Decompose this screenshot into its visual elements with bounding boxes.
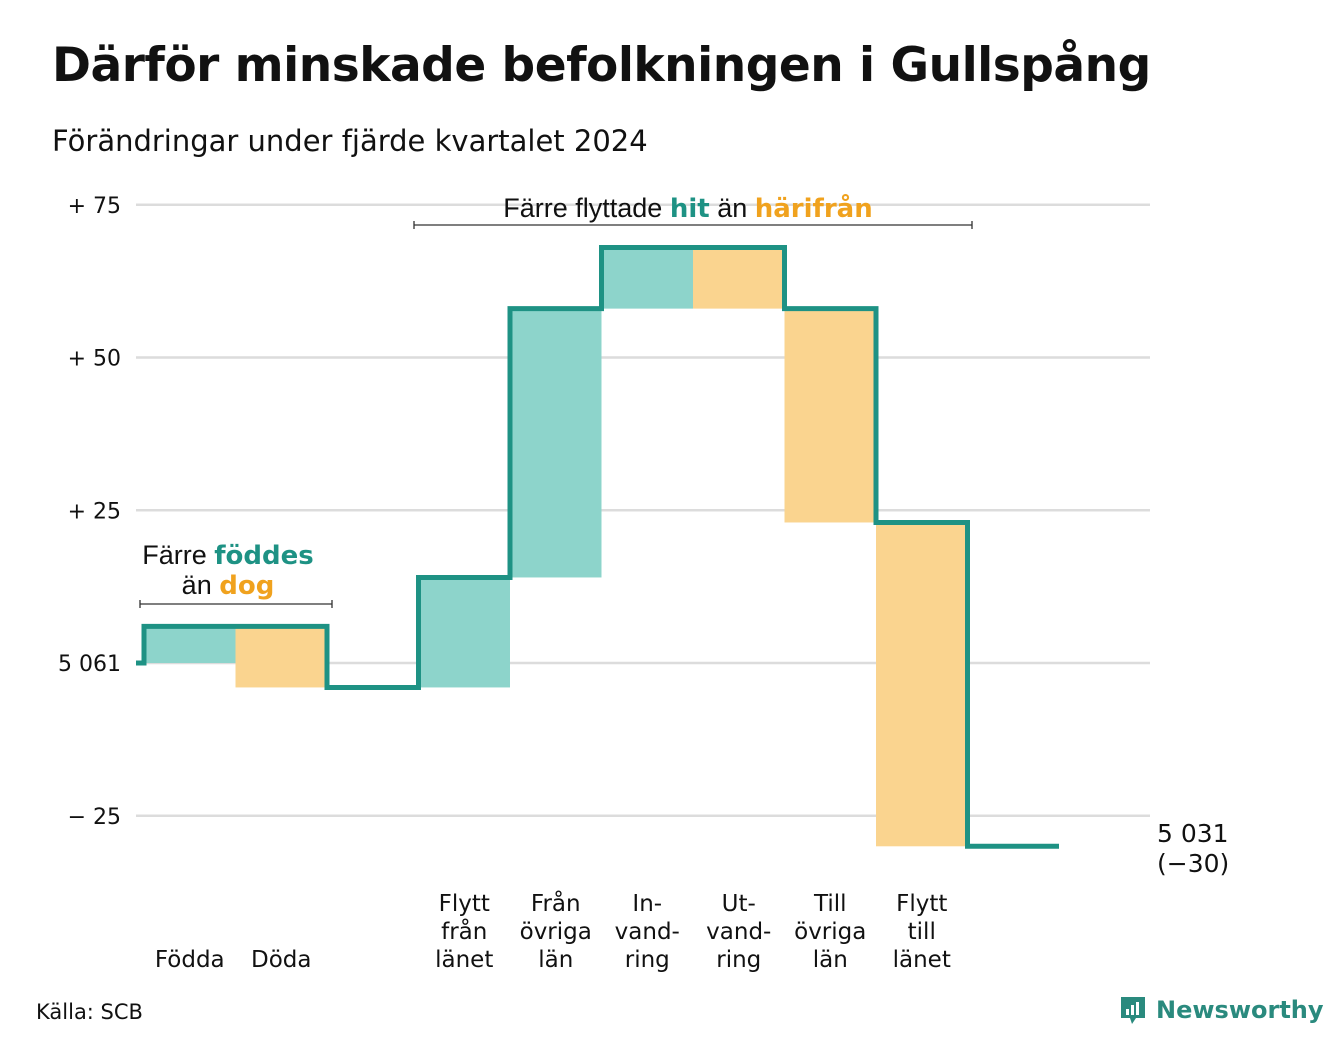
- x-tick-label: ring: [625, 947, 670, 973]
- y-tick-label: + 75: [68, 194, 121, 219]
- x-tick-label: Döda: [251, 947, 311, 973]
- bar: [601, 247, 693, 309]
- x-tick-label: In-: [632, 891, 662, 917]
- y-tick-label: + 25: [68, 499, 121, 524]
- bar: [876, 522, 968, 847]
- annotation-segment: än: [710, 193, 755, 223]
- annotation-text: Färre föddes: [142, 540, 314, 571]
- bar: [235, 626, 327, 688]
- x-tick-label: Flytt: [439, 891, 490, 917]
- x-tick-label: Födda: [155, 947, 225, 973]
- annotation-text: än dog: [182, 570, 275, 601]
- y-tick-label: + 50: [68, 347, 121, 372]
- end-value-label: 5 031: [1157, 819, 1229, 848]
- annotation-text: Färre flyttade hit än härifrån: [503, 192, 872, 224]
- annotation-segment: härifrån: [755, 192, 873, 224]
- cumulative-line: [136, 245, 1059, 849]
- brand-logo: Newsworthy: [1118, 994, 1324, 1026]
- x-tick-label: länet: [893, 947, 951, 973]
- chart-subtitle: Förändringar under fjärde kvartalet 2024: [52, 124, 648, 158]
- newsworthy-logo-icon: [1121, 997, 1145, 1024]
- x-tick-label: vand-: [706, 919, 771, 945]
- x-tick-label: till: [908, 919, 936, 945]
- source-note: Källa: SCB: [36, 1000, 143, 1024]
- bar: [693, 247, 785, 309]
- annotation-segment: Färre: [142, 540, 214, 570]
- bar: [144, 626, 236, 663]
- x-tick-label: övriga: [794, 919, 866, 945]
- y-tick-label: − 25: [68, 805, 121, 830]
- x-tick-label: Från: [531, 889, 581, 917]
- end-label: 5 031(−30): [1157, 819, 1229, 878]
- annotation-segment: dog: [219, 571, 274, 601]
- x-tick-label: Till: [813, 891, 847, 917]
- y-tick-label: 5 061: [58, 652, 121, 677]
- x-axis-labels: Födda DödaFlyttfrånlänetFrånövrigalänIn-v…: [155, 889, 951, 973]
- annotation-segment: hit: [670, 194, 710, 224]
- x-tick-label: från: [441, 917, 487, 945]
- x-tick-label: länet: [435, 947, 493, 973]
- x-tick-label: län: [538, 947, 573, 973]
- bar: [418, 577, 510, 688]
- bar: [510, 308, 602, 578]
- x-tick-label: ring: [716, 947, 761, 973]
- x-tick-label: Flytt: [896, 891, 947, 917]
- bar: [784, 308, 876, 523]
- x-tick-label: län: [813, 947, 848, 973]
- chart-title: Därför minskade befolkningen i Gullspång: [52, 38, 1151, 93]
- x-tick-label: Ut-: [722, 891, 756, 917]
- step-line: [136, 245, 1059, 849]
- y-axis: + 75 + 50 + 25 5 061 − 25: [58, 194, 121, 830]
- bars: [144, 247, 968, 847]
- brand-name: Newsworthy: [1156, 996, 1324, 1024]
- annotation-segment: Färre flyttade: [503, 193, 670, 223]
- x-tick-label: vand-: [615, 919, 680, 945]
- annotation-segment: än: [182, 570, 220, 600]
- end-value-label: (−30): [1157, 849, 1229, 878]
- annotation-segment: föddes: [214, 541, 314, 571]
- x-tick-label: övriga: [520, 919, 592, 945]
